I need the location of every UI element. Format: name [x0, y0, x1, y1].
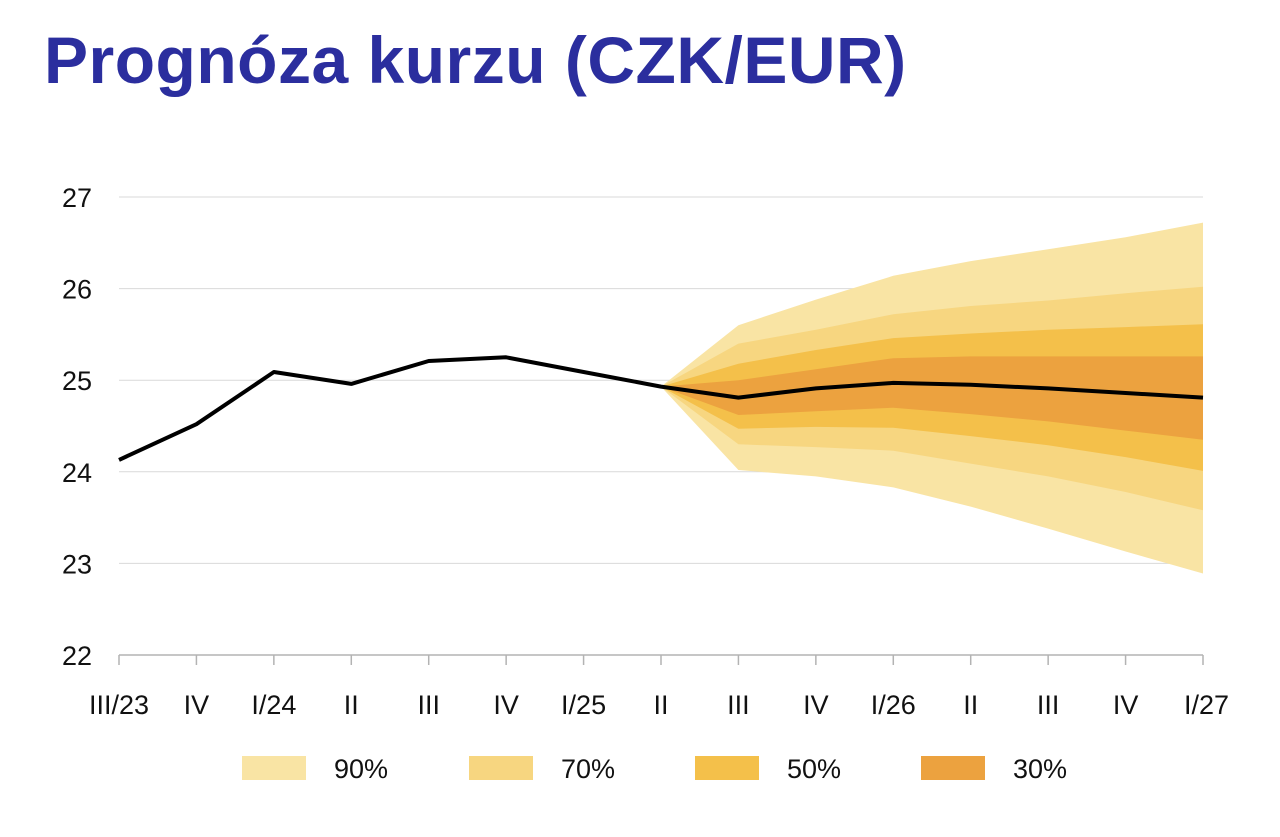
page-title: Prognóza kurzu (CZK/EUR) [44, 23, 907, 97]
legend-label: 50% [787, 754, 841, 784]
x-tick-label: II [653, 690, 668, 720]
y-tick-label: 23 [62, 549, 92, 579]
exchange-rate-line-group [118, 355, 1204, 462]
legend-item-90-percent: 90% [242, 754, 388, 784]
x-tick-label: IV [184, 690, 210, 720]
legend-swatch [242, 756, 306, 780]
exchange-rate-line [118, 355, 1204, 462]
legend-item-50-percent: 50% [695, 754, 841, 784]
x-axis-tick-labels: III/23 IV I/24 II III IV I/25 II III IV I/26 II III I… [89, 690, 1229, 720]
x-tick-label: III [1037, 690, 1060, 720]
y-tick-label: 27 [62, 183, 92, 213]
x-tick-label: I/25 [561, 690, 606, 720]
y-tick-label: 22 [62, 641, 92, 671]
band-30-percent [661, 356, 1203, 440]
x-tick-label: IV [493, 690, 519, 720]
legend-label: 30% [1013, 754, 1067, 784]
y-axis-tick-labels: 22 23 24 25 26 27 [62, 183, 92, 671]
y-tick-label: 25 [62, 366, 92, 396]
legend-swatch [695, 756, 759, 780]
x-tick-label: III [727, 690, 750, 720]
legend-item-30-percent: 30% [921, 754, 1067, 784]
legend-item-70-percent: 70% [469, 754, 615, 784]
confidence-bands [661, 222, 1203, 574]
x-tick-label: III [417, 690, 440, 720]
legend-label: 70% [561, 754, 615, 784]
legend-swatch [469, 756, 533, 780]
x-tick-label: IV [1113, 690, 1139, 720]
x-tick-label: I/27 [1184, 690, 1229, 720]
x-tick-label: IV [803, 690, 829, 720]
y-tick-label: 24 [62, 458, 92, 488]
x-tick-label: II [344, 690, 359, 720]
x-tick-label: II [963, 690, 978, 720]
legend-swatch [921, 756, 985, 780]
x-tick-label: I/24 [251, 690, 296, 720]
legend: 90% 70% 50% 30% [242, 754, 1067, 784]
legend-label: 90% [334, 754, 388, 784]
x-tick-label: I/26 [871, 690, 916, 720]
y-tick-label: 26 [62, 275, 92, 305]
x-tick-label: III/23 [89, 690, 149, 720]
x-axis [118, 654, 1204, 665]
